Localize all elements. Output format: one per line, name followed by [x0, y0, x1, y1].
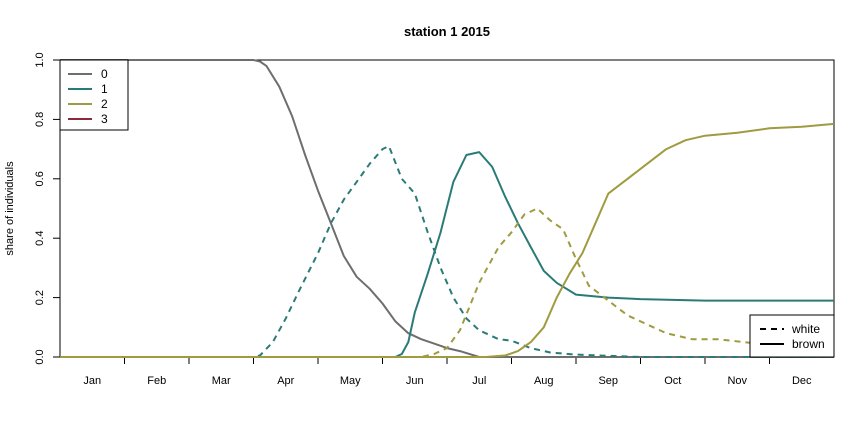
y-tick-label: 0.0	[34, 349, 46, 364]
x-tick-label: Mar	[212, 375, 231, 387]
y-tick-label: 0.2	[34, 290, 46, 305]
series-line-0-solid	[60, 59, 834, 358]
plot-lines	[60, 59, 835, 358]
x-tick-label: Jan	[83, 375, 101, 387]
y-tick-label: 0.6	[34, 171, 46, 186]
y-tick-label: 0.8	[34, 112, 46, 127]
x-tick-label: Aug	[534, 375, 554, 387]
y-tick-label: 1.0	[34, 52, 46, 67]
chart-title: station 1 2015	[404, 24, 490, 39]
x-tick-label: Sep	[598, 375, 618, 387]
series-line-1-dashed	[60, 145, 834, 358]
legend-label: 3	[101, 112, 108, 126]
x-axis: Jan Feb Mar Apr May Jun Jul Aug Sep Oct Nov Dec	[83, 357, 812, 387]
x-tick-label: Nov	[727, 375, 747, 387]
series-line-1-solid	[60, 151, 834, 358]
legend-label: brown	[792, 337, 825, 351]
x-tick-label: Jun	[406, 375, 424, 387]
x-tick-label: Oct	[664, 375, 681, 387]
legend-label: 2	[101, 97, 108, 111]
legend-color-box	[749, 314, 835, 358]
y-axis: 0.0 0.2 0.4 0.6 0.8 1.0	[34, 52, 60, 365]
series-line-2-solid	[60, 122, 835, 358]
legend-label: 1	[101, 82, 108, 96]
x-tick-label: Jul	[472, 375, 486, 387]
x-tick-label: Dec	[792, 375, 812, 387]
x-tick-label: Feb	[147, 375, 166, 387]
y-axis-label: share of individuals	[4, 161, 16, 256]
y-tick-label: 0.4	[34, 231, 46, 246]
legend-label: 0	[101, 67, 108, 81]
legend-label: white	[791, 322, 820, 336]
x-tick-label: May	[340, 375, 361, 387]
x-tick-label: Apr	[277, 375, 294, 387]
